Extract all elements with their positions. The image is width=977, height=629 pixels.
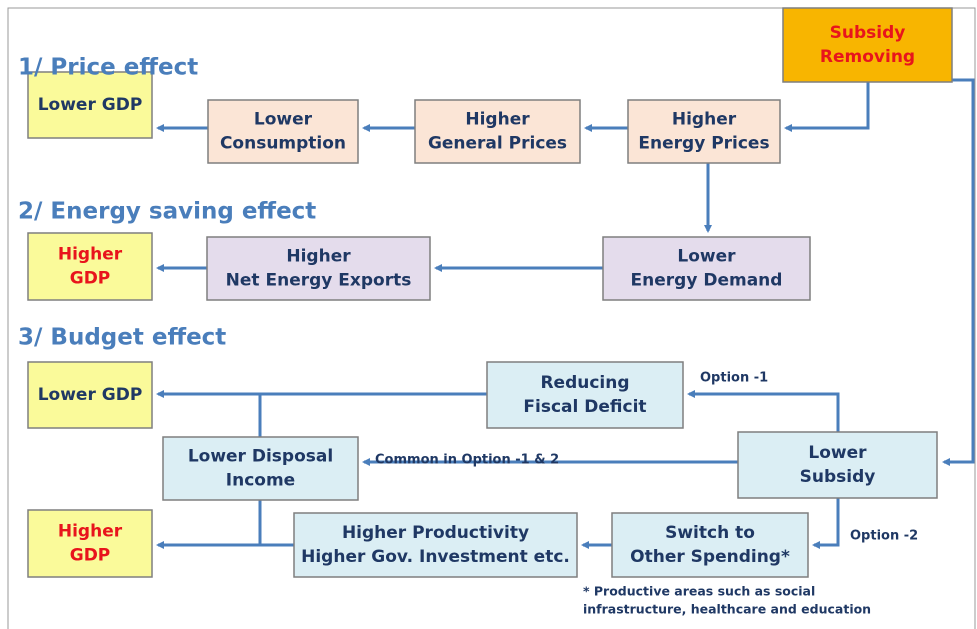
node-box [27,509,153,578]
node-label: Higher Gov. Investment etc. [301,547,570,567]
node-label: Subsidy [800,467,876,487]
node-label: Higher [58,245,123,265]
node-label: General Prices [428,134,567,154]
node-box [611,512,809,578]
node-box [162,436,359,501]
edge-label: Option -1 [700,371,768,386]
node-box [206,236,431,301]
node-box [27,71,153,139]
node-label: Fiscal Deficit [523,397,646,417]
node-box [782,7,953,83]
arrow [812,498,840,549]
node-label: GDP [70,269,111,289]
frame [7,7,976,629]
node-label: Higher [58,522,123,542]
node-label: Lower GDP [38,385,143,405]
node-label: Switch to [665,523,755,543]
node-label: Energy Prices [638,134,769,154]
node-label: Lower [254,110,313,130]
node-box [27,361,153,429]
node-label: Subsidy [830,23,906,43]
arrow [687,390,840,432]
node-label: Higher [465,110,530,130]
section-title: 2/ Energy saving effect [18,199,316,225]
node-label: Net Energy Exports [226,271,412,291]
node-label: Reducing [540,373,629,393]
node-label: Removing [820,47,915,67]
node-label: Lower [677,247,736,267]
node-label: Higher Productivity [342,523,529,543]
node-label: Income [226,471,295,491]
node-label: Lower Disposal [188,447,333,467]
node-box [293,512,578,578]
node-label: Lower GDP [38,95,143,115]
node-box [737,431,938,499]
arrow [784,82,870,132]
node-box [27,232,153,301]
arrow [942,78,975,466]
footnote: infrastructure, healthcare and education [583,602,871,617]
node-box [602,236,811,301]
node-label: Consumption [220,134,346,154]
edge-label: Option -2 [850,529,918,544]
node-box [486,361,684,429]
node-box [627,99,781,164]
node-label: Energy Demand [631,271,783,291]
edge-label: Common in Option -1 & 2 [375,453,559,468]
section-title: 1/ Price effect [18,55,198,81]
footnote: * Productive areas such as social [583,584,815,599]
section-title: 3/ Budget effect [18,325,226,351]
edges [156,78,975,549]
node-label: Higher [286,247,351,267]
node-label: Lower [808,443,867,463]
node-box [414,99,581,164]
node-label: Higher [672,110,737,130]
node-label: GDP [70,546,111,566]
node-label: Other Spending* [630,547,790,567]
node-box [207,99,359,164]
